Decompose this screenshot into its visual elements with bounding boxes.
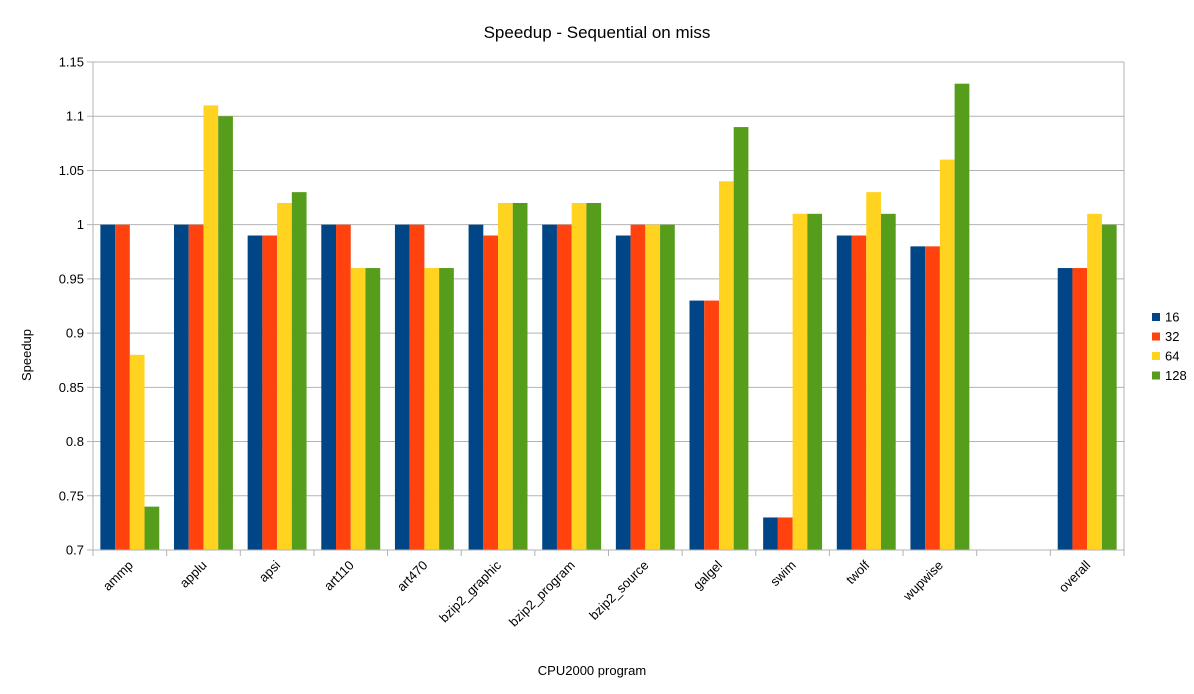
- x-tick-label: bzip2_graphic: [436, 557, 504, 625]
- x-tick-label: wupwise: [899, 558, 946, 605]
- bar-swim-64: [792, 213, 808, 551]
- bar-bzip2_program-64: [571, 202, 587, 550]
- bar-overall-16: [1057, 268, 1073, 550]
- x-tick-label: apsi: [256, 557, 284, 585]
- bar-applu-32: [188, 224, 204, 550]
- x-tick-label: applu: [176, 558, 209, 591]
- bar-bzip2_graphic-64: [498, 202, 513, 550]
- bar-bzip2_source-32: [630, 224, 646, 550]
- x-tick-label: art110: [321, 558, 357, 594]
- legend: 16 32 64 128: [1152, 310, 1187, 383]
- bar-bzip2_program-32: [556, 224, 572, 550]
- bar-art470-32: [409, 224, 425, 550]
- bar-art110-128: [365, 268, 381, 550]
- bar-wupwise-32: [925, 246, 940, 550]
- bar-apsi-64: [277, 202, 292, 550]
- legend-swatch-32: [1152, 332, 1160, 341]
- bar-art470-64: [424, 268, 440, 550]
- x-tick-label: swim: [767, 558, 799, 590]
- y-tick-label: 0.85: [59, 380, 84, 395]
- bar-wupwise-64: [939, 159, 955, 550]
- bar-bzip2_source-64: [645, 224, 661, 550]
- x-tick-label: galgel: [690, 557, 725, 592]
- bar-bzip2_program-128: [586, 202, 602, 550]
- bar-galgel-64: [718, 181, 734, 551]
- bar-galgel-128: [733, 127, 749, 551]
- x-axis-label: CPU2000 program: [538, 663, 646, 678]
- bar-ammp-32: [115, 224, 130, 550]
- y-tick-label: 1: [77, 217, 84, 232]
- bar-galgel-16: [689, 300, 705, 550]
- bar-applu-128: [218, 116, 233, 550]
- bar-art470-16: [394, 224, 410, 550]
- x-tick-label: art470: [394, 558, 431, 595]
- legend-label-128: 128: [1165, 368, 1187, 383]
- bar-overall-64: [1087, 213, 1102, 551]
- y-axis-label: Speedup: [19, 329, 34, 381]
- bar-apsi-128: [291, 192, 307, 550]
- bar-bzip2_source-16: [615, 235, 631, 550]
- legend-label-64: 64: [1165, 349, 1179, 364]
- bar-swim-32: [777, 517, 793, 550]
- y-tick-label: 0.8: [66, 434, 84, 449]
- bar-swim-128: [807, 213, 823, 551]
- legend-swatch-64: [1152, 352, 1160, 360]
- bar-ammp-64: [129, 354, 145, 550]
- bar-art110-16: [321, 224, 337, 550]
- bar-art470-128: [439, 268, 454, 550]
- bar-art110-32: [336, 224, 351, 550]
- bar-apsi-32: [262, 235, 278, 550]
- chart-title: Speedup - Sequential on miss: [484, 23, 711, 42]
- bar-applu-16: [174, 224, 189, 550]
- y-tick-label: 0.7: [66, 543, 84, 558]
- x-tick-label: overall: [1056, 557, 1094, 595]
- bar-wupwise-16: [910, 246, 926, 550]
- legend-label-16: 16: [1165, 310, 1179, 325]
- bar-twolf-128: [880, 213, 896, 551]
- bar-bzip2_graphic-128: [512, 202, 528, 550]
- bar-bzip2_program-16: [542, 224, 557, 550]
- bar-twolf-16: [836, 235, 852, 550]
- legend-swatch-16: [1152, 313, 1160, 321]
- bar-art110-64: [350, 268, 366, 550]
- y-tick-label: 0.9: [66, 326, 84, 341]
- x-tick-label: bzip2_source: [586, 558, 651, 623]
- y-tick-label: 0.75: [59, 488, 84, 503]
- bar-bzip2_graphic-32: [483, 235, 499, 550]
- y-tick-label: 1.15: [59, 55, 84, 70]
- bar-ammp-16: [100, 224, 116, 550]
- bar-overall-128: [1101, 224, 1117, 550]
- y-tick-label: 1.1: [66, 109, 84, 124]
- bar-bzip2_graphic-16: [468, 224, 484, 550]
- bar-galgel-32: [704, 300, 719, 550]
- bar-overall-32: [1072, 268, 1088, 550]
- bar-swim-16: [763, 517, 778, 550]
- bar-ammp-128: [144, 506, 160, 550]
- y-tick-label: 0.95: [59, 271, 84, 286]
- legend-swatch-128: [1152, 371, 1160, 380]
- x-tick-label: bzip2_program: [506, 558, 578, 630]
- x-tick-label: twolf: [843, 557, 873, 587]
- bars: [100, 83, 1117, 551]
- bar-twolf-32: [851, 235, 867, 550]
- bar-bzip2_source-128: [660, 224, 675, 550]
- bar-twolf-64: [866, 192, 881, 550]
- legend-label-32: 32: [1165, 329, 1179, 344]
- y-tick-label: 1.05: [59, 163, 84, 178]
- bar-wupwise-128: [954, 83, 970, 550]
- bar-applu-64: [203, 105, 219, 550]
- x-tick-label: ammp: [100, 558, 136, 594]
- bar-apsi-16: [247, 235, 263, 550]
